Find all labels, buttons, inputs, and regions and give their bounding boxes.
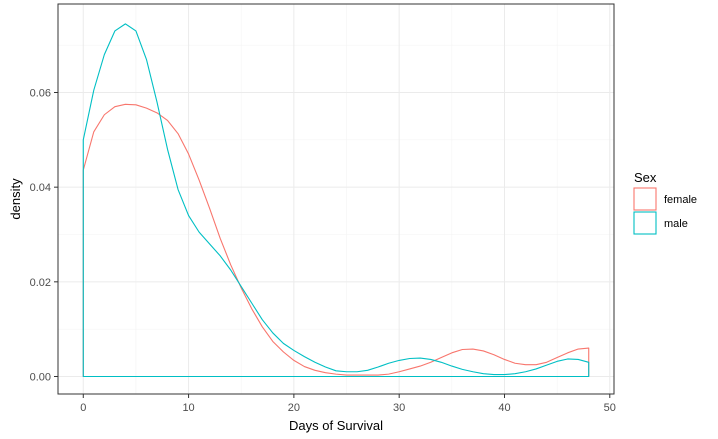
x-tick-label: 20 [288, 402, 300, 414]
legend-label-male: male [664, 218, 688, 230]
y-tick-label: 0.02 [30, 277, 51, 289]
y-tick-label: 0.00 [30, 371, 51, 383]
x-axis: 0 10 20 30 40 50 [80, 394, 616, 414]
x-tick-label: 40 [498, 402, 510, 414]
x-tick-label: 0 [80, 402, 86, 414]
grid [58, 4, 614, 394]
y-axis-title: density [8, 178, 23, 220]
legend-title: Sex [634, 170, 657, 185]
density-line-male [82, 23, 590, 378]
density-line-female [82, 103, 590, 378]
legend: Sex female male [633, 170, 697, 235]
y-tick-label: 0.06 [30, 88, 51, 100]
series-layer [82, 23, 590, 378]
legend-key-female [633, 187, 657, 211]
x-tick-label: 30 [393, 402, 405, 414]
legend-key-male [633, 211, 657, 235]
x-tick-label: 10 [182, 402, 194, 414]
x-axis-title: Days of Survival [289, 418, 383, 433]
y-tick-label: 0.04 [30, 182, 51, 194]
x-tick-label: 50 [604, 402, 616, 414]
panel-border [57, 3, 615, 395]
legend-label-female: female [664, 194, 697, 206]
y-axis: 0.00 0.02 0.04 0.06 [30, 88, 58, 383]
